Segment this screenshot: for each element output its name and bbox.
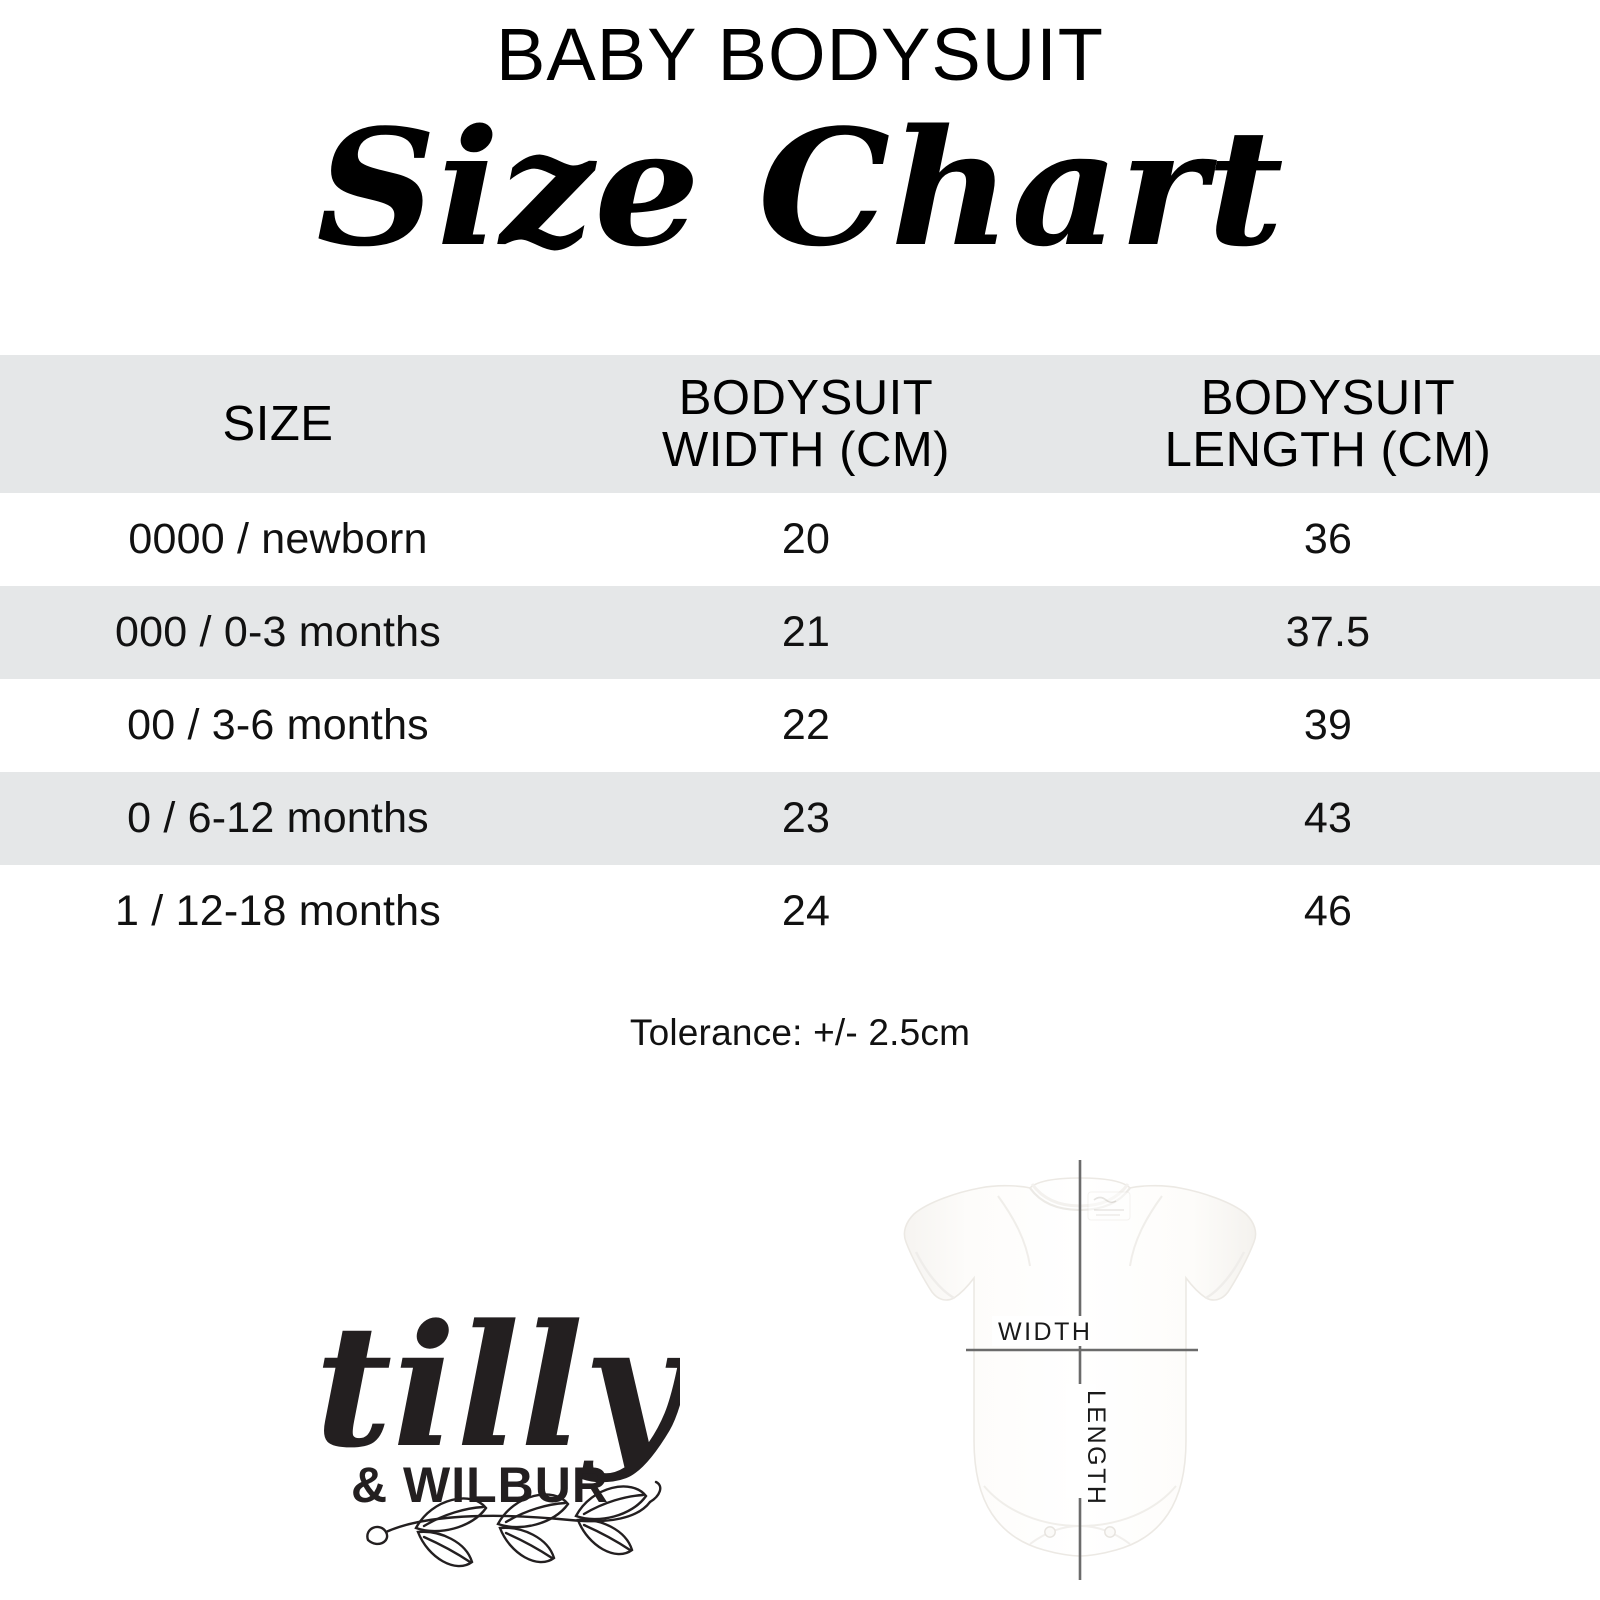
size-chart-table: SIZE BODYSUIT WIDTH (CM) BODYSUIT LENGTH… <box>0 355 1600 958</box>
tolerance-note: Tolerance: +/- 2.5cm <box>629 1012 971 1053</box>
column-header-width-line2: WIDTH (CM) <box>661 423 951 477</box>
bodysuit-diagram: WIDTH LENGTH <box>880 1140 1280 1600</box>
column-header-length-line2: LENGTH (CM) <box>1164 423 1492 477</box>
table-header-row: SIZE BODYSUIT WIDTH (CM) BODYSUIT LENGTH… <box>0 355 1600 493</box>
branch-flourish-icon <box>366 1480 662 1568</box>
cell-width: 23 <box>781 794 831 842</box>
cell-length: 46 <box>1303 887 1353 935</box>
table-row: 0000 / newborn 20 36 <box>0 493 1600 586</box>
cell-length: 37.5 <box>1285 608 1371 656</box>
table-row: 000 / 0-3 months 21 37.5 <box>0 586 1600 679</box>
logo-script-text: tilly <box>320 1287 680 1485</box>
neck-tag-icon <box>1087 1191 1131 1221</box>
logo-sub-text: & WILBUR <box>351 1457 609 1513</box>
cell-width: 24 <box>781 887 831 935</box>
brand-logo: tilly & WILBUR <box>320 1240 680 1590</box>
cell-length: 43 <box>1303 794 1353 842</box>
table-row: 0 / 6-12 months 23 43 <box>0 772 1600 865</box>
column-header-size: SIZE <box>222 396 334 451</box>
table-row: 1 / 12-18 months 24 46 <box>0 865 1600 958</box>
table-row: 00 / 3-6 months 22 39 <box>0 679 1600 772</box>
logo-artwork: tilly & WILBUR <box>320 1287 680 1568</box>
title-block: BABY BODYSUIT Size Chart <box>0 0 1600 355</box>
column-header-length-line1: BODYSUIT <box>1200 370 1456 425</box>
cell-width: 22 <box>781 701 831 749</box>
cell-width: 20 <box>781 515 831 563</box>
cell-size: 1 / 12-18 months <box>115 887 441 935</box>
cell-size: 0 / 6-12 months <box>127 794 429 842</box>
column-header-width-line1: BODYSUIT <box>678 370 934 425</box>
column-header-length: BODYSUIT LENGTH (CM) <box>1056 370 1600 477</box>
cell-length: 36 <box>1303 515 1353 563</box>
page-title-script: Size Chart <box>316 94 1284 282</box>
cell-length: 39 <box>1303 701 1353 749</box>
length-label: LENGTH <box>1082 1390 1110 1506</box>
column-header-width: BODYSUIT WIDTH (CM) <box>556 370 1056 477</box>
page-title-primary: BABY BODYSUIT <box>496 13 1104 96</box>
width-label: WIDTH <box>998 1318 1092 1346</box>
cell-size: 00 / 3-6 months <box>127 701 429 749</box>
cell-width: 21 <box>781 608 831 656</box>
cell-size: 0000 / newborn <box>128 515 428 563</box>
measurement-lines <box>966 1160 1198 1580</box>
bodysuit-artwork: WIDTH LENGTH <box>903 1160 1257 1580</box>
cell-size: 000 / 0-3 months <box>115 608 441 656</box>
